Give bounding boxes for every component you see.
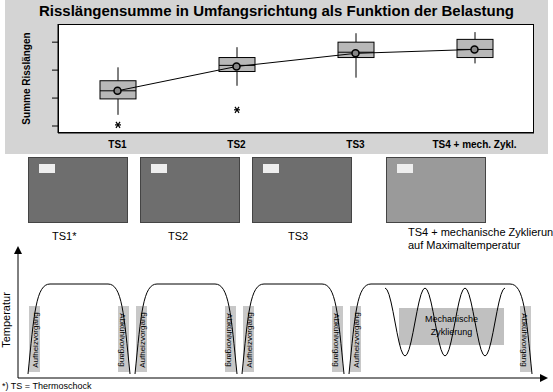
html-text:TS1*: TS1*	[52, 230, 77, 242]
svg-text:TS1: TS1	[108, 139, 127, 150]
html-text:Risslängensumme in Umfangsrich: Risslängensumme in Umfangsrichtung als F…	[39, 2, 514, 19]
svg-text:Abkühlvorgang: Abkühlvorgang	[118, 313, 127, 366]
svg-text:Mechanische: Mechanische	[425, 314, 478, 324]
svg-text:TS2: TS2	[227, 139, 246, 150]
svg-text:*) TS = Thermoschock: *) TS = Thermoschock	[8, 381, 92, 391]
svg-text:Aufheizvorgang: Aufheizvorgang	[31, 312, 40, 368]
svg-text:Zyklierung: Zyklierung	[431, 327, 473, 337]
svg-text:Abkühlvorgang: Abkühlvorgang	[225, 313, 234, 366]
svg-text:Abkühlvorgang: Abkühlvorgang	[332, 313, 341, 366]
html-text:TS2: TS2	[168, 230, 189, 242]
svg-text:Aufheizvorgang: Aufheizvorgang	[245, 312, 254, 368]
svg-text:Summe Risslängen: Summe Risslängen	[21, 32, 32, 124]
svg-text:Aufheizvorgang: Aufheizvorgang	[138, 312, 147, 368]
html-text:TS3: TS3	[288, 230, 309, 242]
svg-text:Temperatur: Temperatur	[8, 292, 12, 348]
svg-text:TS4 + mech. Zykl.: TS4 + mech. Zykl.	[432, 139, 516, 150]
svg-text:TS3: TS3	[346, 139, 365, 150]
svg-text:Aufheizvorgang: Aufheizvorgang	[352, 312, 361, 368]
svg-text:Abkühlvorgang: Abkühlvorgang	[520, 313, 529, 366]
